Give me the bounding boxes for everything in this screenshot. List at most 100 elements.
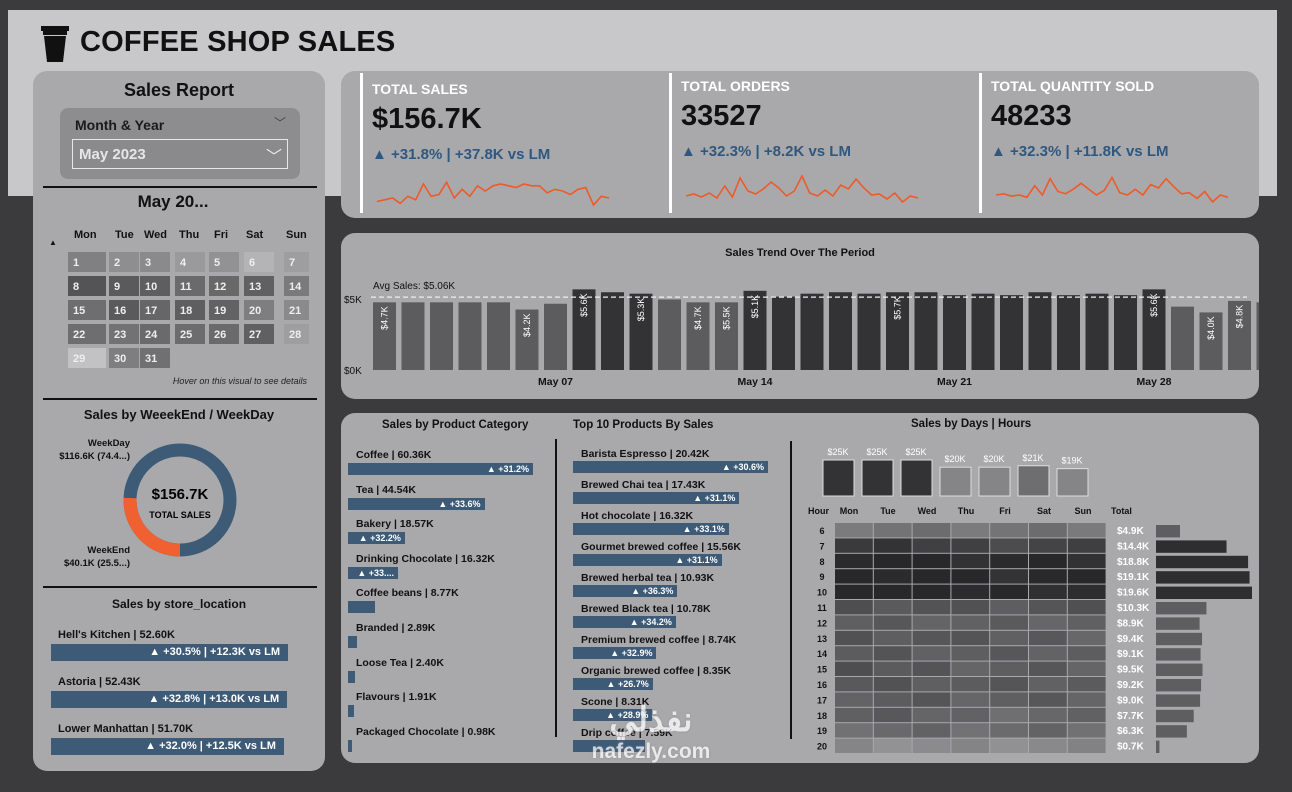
- hour-total-bar[interactable]: [1156, 602, 1207, 615]
- trend-bar[interactable]: [658, 299, 681, 370]
- calendar-day[interactable]: 6: [244, 252, 274, 272]
- product-bar[interactable]: [573, 740, 646, 752]
- heatmap-cell[interactable]: [951, 707, 990, 723]
- heatmap-cell[interactable]: [951, 661, 990, 676]
- weekend-weekday-donut[interactable]: $156.7K TOTAL SALES: [121, 441, 239, 559]
- heatmap-cell[interactable]: [912, 569, 951, 584]
- trend-bar[interactable]: [800, 293, 824, 370]
- heatmap-cell[interactable]: [873, 553, 912, 569]
- hour-total-bar[interactable]: [1156, 709, 1194, 723]
- day-bar[interactable]: [939, 466, 972, 497]
- hour-total-bar[interactable]: [1156, 525, 1180, 538]
- trend-bar[interactable]: [914, 292, 938, 370]
- calendar-day[interactable]: 25: [175, 324, 205, 344]
- trend-bar[interactable]: [1142, 289, 1166, 370]
- location-bar[interactable]: ▲ +32.8% | +13.0K vs LM: [51, 691, 288, 708]
- heatmap-cell[interactable]: [873, 661, 912, 676]
- heatmap-cell[interactable]: [990, 600, 1028, 615]
- calendar-day[interactable]: 19: [209, 300, 239, 320]
- heatmap-cell[interactable]: [873, 569, 912, 584]
- hour-total-bar[interactable]: [1156, 725, 1187, 738]
- weekend-slice[interactable]: [123, 443, 237, 557]
- dropdown-arrow-icon[interactable]: ﹀: [265, 149, 282, 166]
- heatmap-cell[interactable]: [835, 523, 873, 538]
- day-bar[interactable]: [1017, 465, 1050, 497]
- calendar-day[interactable]: 10: [140, 276, 170, 296]
- trend-bar[interactable]: [544, 303, 567, 370]
- calendar-day[interactable]: 17: [140, 300, 170, 320]
- heatmap-cell[interactable]: [951, 630, 990, 646]
- heatmap-cell[interactable]: [990, 707, 1028, 723]
- heatmap-cell[interactable]: [1067, 723, 1106, 738]
- heatmap-cell[interactable]: [912, 692, 951, 707]
- sort-arrow-icon[interactable]: ▲: [49, 238, 57, 247]
- heatmap-cell[interactable]: [951, 600, 990, 615]
- hour-total-bar[interactable]: [1156, 540, 1227, 553]
- category-bar[interactable]: [348, 739, 352, 752]
- category-bar[interactable]: ▲ +32.2%: [348, 532, 405, 545]
- heatmap-cell[interactable]: [912, 523, 951, 538]
- heatmap-cell[interactable]: [1067, 553, 1106, 569]
- heatmap-cell[interactable]: [1029, 738, 1067, 753]
- product-bar[interactable]: ▲ +26.7%: [573, 678, 653, 690]
- heatmap-cell[interactable]: [835, 677, 873, 692]
- calendar-day[interactable]: 28: [284, 324, 309, 344]
- day-bar[interactable]: [900, 459, 933, 497]
- heatmap-cell[interactable]: [835, 615, 873, 630]
- heatmap-cell[interactable]: [912, 723, 951, 738]
- trend-bar[interactable]: [487, 302, 510, 370]
- product-bar[interactable]: ▲ +33.1%: [573, 523, 729, 535]
- heatmap-cell[interactable]: [912, 630, 951, 646]
- hour-total-bar[interactable]: [1156, 571, 1250, 584]
- calendar-day[interactable]: 24: [140, 324, 170, 344]
- category-bar[interactable]: [348, 636, 357, 648]
- trend-bar[interactable]: [1085, 293, 1109, 370]
- calendar-day[interactable]: 31: [140, 348, 170, 368]
- heatmap-cell[interactable]: [835, 692, 873, 707]
- heatmap-cell[interactable]: [1067, 646, 1106, 661]
- category-bar[interactable]: ▲ +33.6%: [348, 497, 485, 510]
- heatmap-cell[interactable]: [1029, 553, 1067, 569]
- heatmap-cell[interactable]: [990, 615, 1028, 630]
- trend-bar[interactable]: [458, 302, 482, 370]
- hour-total-bar[interactable]: [1156, 663, 1203, 676]
- sales-trend-chart[interactable]: $5K $0K $4.7K $4.2K $5.6K $5.3K $4.7K $5.5K $5.1…: [341, 233, 1259, 399]
- trend-bar[interactable]: [373, 302, 396, 370]
- heatmap-cell[interactable]: [1067, 661, 1106, 676]
- heatmap-cell[interactable]: [912, 738, 951, 753]
- product-bar[interactable]: ▲ +31.1%: [573, 554, 722, 566]
- calendar-day[interactable]: 18: [175, 300, 205, 320]
- heatmap-cell[interactable]: [951, 584, 990, 599]
- hour-total-bar[interactable]: [1156, 694, 1201, 707]
- heatmap-cell[interactable]: [990, 723, 1028, 738]
- heatmap-cell[interactable]: [1029, 692, 1067, 707]
- heatmap-cell[interactable]: [873, 738, 912, 753]
- heatmap-cell[interactable]: [1029, 523, 1067, 538]
- calendar-day[interactable]: 7: [284, 252, 309, 272]
- day-bar[interactable]: [822, 459, 855, 497]
- heatmap-cell[interactable]: [1029, 569, 1067, 584]
- calendar-day[interactable]: 3: [140, 252, 170, 272]
- heatmap-cell[interactable]: [1029, 615, 1067, 630]
- category-bar[interactable]: [348, 705, 354, 718]
- calendar-day[interactable]: 26: [209, 324, 239, 344]
- product-bar[interactable]: ▲ +31.1%: [573, 492, 740, 504]
- days-hours-chart[interactable]: $25KMon$25KTue$25KWed$20KThu$20KFri$21KS…: [341, 413, 1259, 763]
- heatmap-cell[interactable]: [990, 738, 1028, 753]
- heatmap-cell[interactable]: [835, 707, 873, 723]
- heatmap-cell[interactable]: [1029, 584, 1067, 599]
- day-bar[interactable]: [978, 466, 1011, 497]
- heatmap-cell[interactable]: [873, 692, 912, 707]
- trend-bar[interactable]: [430, 302, 453, 370]
- trend-bar[interactable]: [1057, 295, 1080, 370]
- product-bar[interactable]: ▲ +28.9%: [573, 709, 653, 721]
- heatmap-cell[interactable]: [951, 723, 990, 738]
- calendar-day[interactable]: 8: [68, 276, 106, 296]
- heatmap-cell[interactable]: [873, 677, 912, 692]
- heatmap-cell[interactable]: [1067, 523, 1106, 538]
- trend-bar[interactable]: [401, 302, 425, 370]
- heatmap-cell[interactable]: [873, 646, 912, 661]
- hour-total-bar[interactable]: [1156, 648, 1201, 661]
- heatmap-cell[interactable]: [835, 569, 873, 584]
- heatmap-cell[interactable]: [990, 692, 1028, 707]
